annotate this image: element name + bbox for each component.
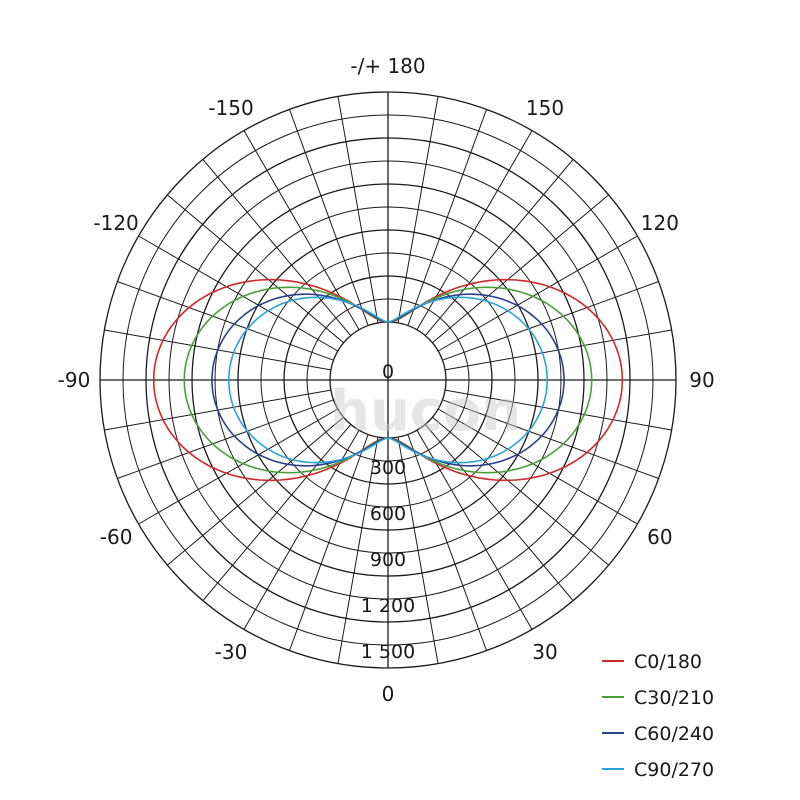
- axis-labels: -/+ 1801501209060300-30-60-90-120-150030…: [58, 54, 715, 706]
- angle-label--90: -90: [58, 368, 91, 392]
- legend-label: C0/180: [634, 651, 702, 673]
- grid-spoke: [117, 399, 334, 479]
- radial-tick-label: 1 500: [361, 641, 415, 663]
- grid-spoke: [424, 424, 574, 601]
- series-line-c90-270: [228, 296, 548, 464]
- grid-spoke: [397, 437, 439, 664]
- radial-tick-label: 1 200: [361, 595, 415, 617]
- legend-label: C30/210: [634, 687, 714, 709]
- radial-tick-label: 300: [370, 457, 406, 479]
- series-layer: [152, 278, 624, 482]
- grid-spoke: [442, 399, 659, 479]
- angle-label-180: -/+ 180: [350, 54, 425, 78]
- grid-spoke: [397, 96, 439, 323]
- legend-label: C60/240: [634, 723, 714, 745]
- grid-spoke: [138, 235, 339, 352]
- grid-spoke: [167, 194, 344, 344]
- grid-spoke: [432, 416, 609, 566]
- angle-label-120: 120: [641, 211, 679, 235]
- radial-tick-label: 600: [370, 503, 406, 525]
- grid-spoke: [289, 434, 369, 651]
- watermark: hucon: [330, 379, 521, 444]
- angle-label-90: 90: [689, 368, 714, 392]
- grid-spoke: [424, 159, 574, 336]
- grid-spoke: [138, 408, 339, 525]
- grid-spoke: [407, 434, 487, 651]
- watermark-text: hucon: [330, 379, 521, 444]
- angle-label--120: -120: [93, 211, 138, 235]
- grid-spoke: [202, 424, 352, 601]
- polar-grid: [99, 91, 677, 669]
- grid-spoke: [117, 281, 334, 361]
- grid-spoke: [432, 194, 609, 344]
- grid-spoke: [437, 235, 638, 352]
- grid-spoke: [337, 96, 379, 323]
- grid-spoke: [289, 109, 369, 326]
- grid-spoke: [442, 281, 659, 361]
- legend-label: C90/270: [634, 759, 714, 781]
- grid-spoke: [337, 437, 379, 664]
- angle-label-60: 60: [647, 525, 672, 549]
- radial-tick-label: 0: [382, 361, 394, 383]
- grid-spoke: [202, 159, 352, 336]
- angle-label-150: 150: [526, 96, 564, 120]
- radial-tick-label: 900: [370, 549, 406, 571]
- angle-label-30: 30: [532, 640, 557, 664]
- grid-spoke: [437, 408, 638, 525]
- angle-label--60: -60: [100, 525, 133, 549]
- grid-spoke: [407, 109, 487, 326]
- angle-label--150: -150: [208, 96, 253, 120]
- grid-spoke: [167, 416, 344, 566]
- angle-label-0: 0: [382, 682, 395, 706]
- legend: C0/180 C30/210 C60/240 C90/270: [602, 651, 714, 781]
- angle-label--30: -30: [215, 640, 248, 664]
